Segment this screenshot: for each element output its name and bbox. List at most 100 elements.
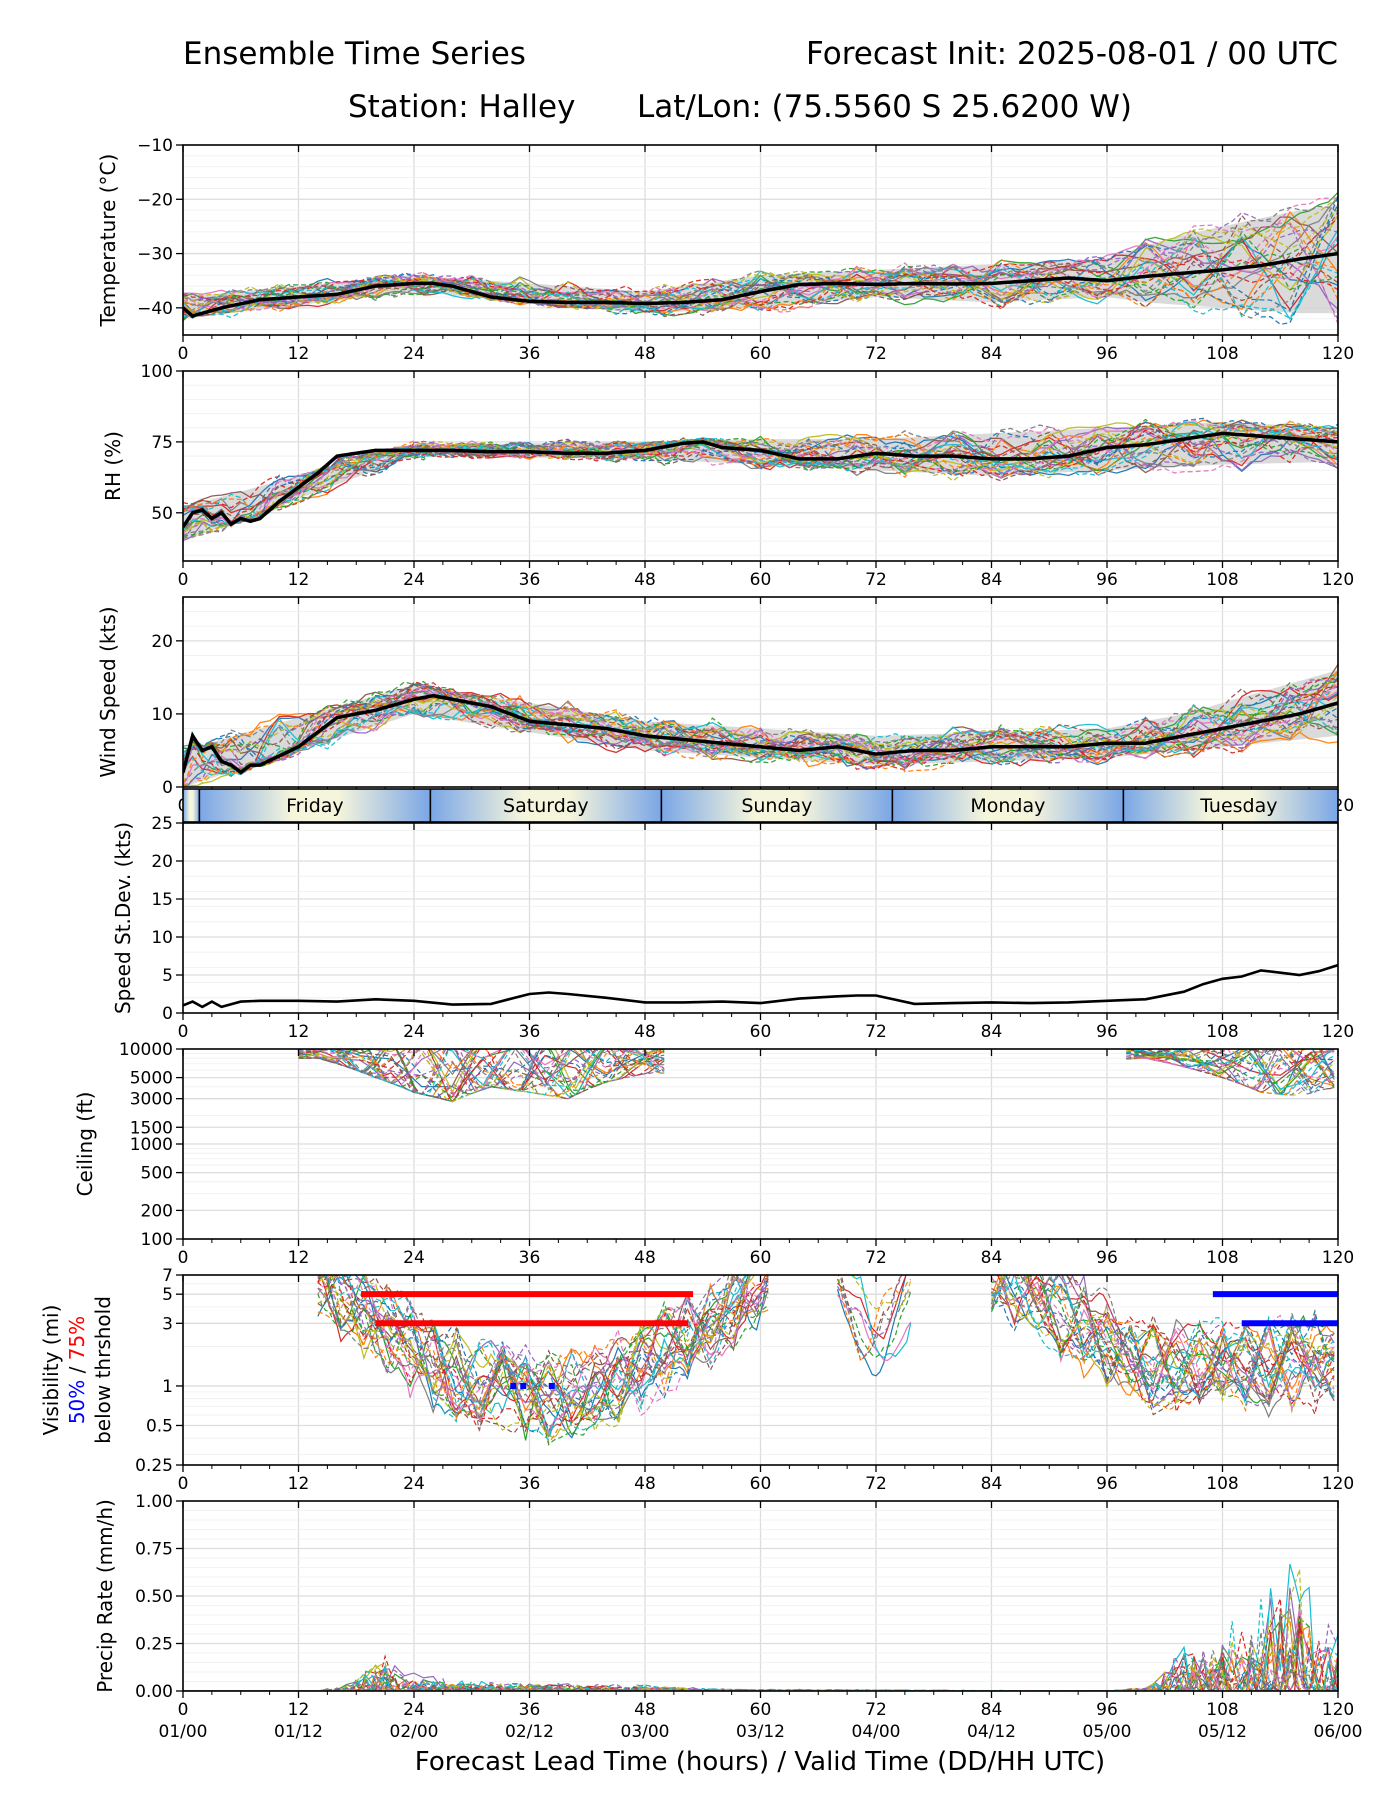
xtick-label: 36	[519, 1248, 541, 1268]
y-axis-label: RH (%)	[101, 431, 125, 501]
member-line	[183, 425, 1338, 526]
xtick-label: 84	[981, 1700, 1003, 1720]
xtick-label: 72	[865, 344, 887, 364]
member-line	[345, 1275, 769, 1413]
ytick-label: 25	[151, 814, 173, 834]
day-segment	[1123, 789, 1338, 822]
xtick-label: 72	[865, 1474, 887, 1494]
y-axis-label: Temperature (°C)	[96, 154, 120, 328]
member-line	[335, 1275, 769, 1404]
ytick-label: 20	[151, 852, 173, 872]
member-line	[326, 1275, 740, 1433]
x-axis-label: Forecast Lead Time (hours) / Valid Time …	[415, 1747, 1105, 1777]
xtick-label: 12	[288, 1022, 310, 1042]
ytick-label: 0.50	[135, 1587, 173, 1607]
xtick-label: 108	[1206, 1474, 1238, 1494]
member-line	[991, 1275, 1335, 1391]
member-line	[317, 1293, 769, 1446]
xtick-label: 60	[750, 1474, 772, 1494]
member-line	[183, 427, 1338, 532]
xtick-label: 84	[981, 570, 1003, 590]
member-line	[183, 1666, 1338, 1691]
member-line	[183, 425, 1338, 526]
xtick-label: 24	[403, 570, 425, 590]
member-line	[330, 1275, 751, 1428]
content-wind	[183, 664, 1338, 787]
member-line	[1177, 1049, 1335, 1090]
ensemble-mean-line	[183, 431, 1338, 528]
member-line	[990, 1275, 1335, 1414]
member-line	[183, 230, 1338, 320]
xtick-label: 36	[519, 1474, 541, 1494]
ytick-label: 1500	[130, 1118, 173, 1138]
member-line	[323, 1275, 769, 1427]
xtick-label: 24	[403, 344, 425, 364]
member-line	[183, 693, 1338, 783]
day-segment	[183, 789, 200, 822]
member-line	[840, 1275, 902, 1362]
member-line	[183, 195, 1338, 319]
speed-stdev-line	[183, 963, 1338, 1009]
member-line	[183, 683, 1338, 772]
member-line	[317, 1275, 769, 1417]
valid-time-label: 01/12	[274, 1722, 323, 1742]
member-line	[336, 1275, 748, 1441]
member-line	[990, 1291, 1335, 1403]
member-line	[298, 1049, 665, 1102]
valid-time-label: 05/00	[1083, 1722, 1132, 1742]
member-line	[317, 1275, 769, 1434]
member-line	[999, 1275, 1335, 1413]
xtick-label: 84	[981, 1022, 1003, 1042]
ytick-label: 500	[141, 1164, 173, 1184]
xtick-label: 60	[750, 570, 772, 590]
plot-frame	[182, 1500, 1339, 1692]
xtick-label: 72	[865, 1022, 887, 1042]
member-line	[991, 1275, 1335, 1393]
day-segment	[661, 789, 893, 822]
member-line	[183, 426, 1338, 539]
content-visibility	[317, 1275, 1338, 1446]
day-band: Friday Saturday Sunday Monday Tuesday	[182, 788, 1339, 823]
xtick-label: 48	[634, 1700, 656, 1720]
plot-frame	[182, 370, 1339, 562]
xtick-label: 60	[750, 1022, 772, 1042]
member-line	[183, 229, 1338, 321]
member-line	[317, 1275, 769, 1425]
xtick-label: 96	[1096, 570, 1118, 590]
ytick-label: 0.25	[135, 1635, 173, 1655]
ensemble-mean-line	[183, 251, 1338, 318]
panel-temperature: −10 −20 −30 −40 0 12 24 36 48 60 72 84 96 108 120 Tempe…	[96, 136, 1354, 364]
member-line	[318, 1275, 755, 1439]
member-line	[183, 196, 1338, 310]
content-temperature	[183, 191, 1338, 325]
xtick-label: 96	[1096, 1700, 1118, 1720]
xtick-label: 108	[1206, 1248, 1238, 1268]
ytick-label: 1.00	[135, 1492, 173, 1512]
panel-wind: 0102001224364860728496108120Wind Speed (…	[96, 596, 1354, 816]
ytick-label: 50	[151, 504, 173, 524]
ytick-label: −10	[137, 136, 173, 156]
ytick-label: 0	[162, 1004, 173, 1024]
valid-time-label: 03/00	[621, 1722, 670, 1742]
ytick-label: 75	[151, 433, 173, 453]
xtick-label: 96	[1096, 1022, 1118, 1042]
member-line	[837, 1275, 907, 1340]
member-line	[1126, 1049, 1335, 1095]
member-line	[183, 211, 1338, 320]
ytick-label: 7	[162, 1266, 173, 1286]
member-line	[990, 1275, 1335, 1398]
member-line	[1126, 1049, 1335, 1095]
member-line	[183, 1569, 1338, 1691]
xtick-label: 36	[519, 1022, 541, 1042]
xtick-label: 0	[178, 1248, 189, 1268]
y-axis-label: Visibility (mi)	[39, 1305, 63, 1436]
xtick-label: 108	[1206, 1700, 1238, 1720]
member-line	[990, 1275, 1335, 1397]
member-line	[183, 1614, 1338, 1691]
panel-sdev: 0 5 10 15 20 25 0 12 24 36 48 60 72 84 96 108 120 Speed S…	[111, 814, 1354, 1042]
xtick-label: 120	[1322, 570, 1354, 590]
member-line	[304, 1049, 665, 1097]
xtick-label: 0	[178, 570, 189, 590]
xtick-label: 120	[1322, 344, 1354, 364]
